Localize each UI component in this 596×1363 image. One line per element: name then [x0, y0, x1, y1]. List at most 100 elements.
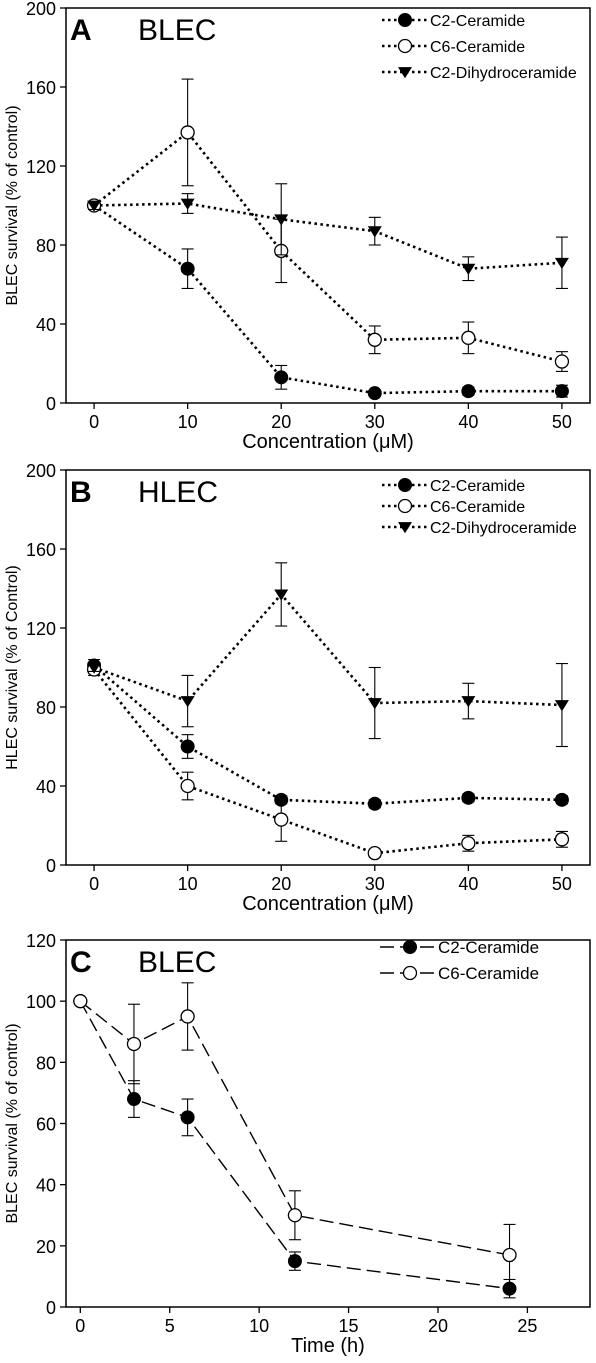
- legend-marker: [398, 13, 412, 27]
- legend-item: C6-Ceramide: [382, 498, 525, 516]
- y-tick-label: 120: [26, 619, 56, 639]
- panel-letter: A: [70, 14, 92, 47]
- chart-title: BLEC: [138, 946, 216, 979]
- series-c2-ceramide: [73, 994, 517, 1299]
- data-point: [554, 384, 569, 399]
- legend-label: C2-Ceramide: [430, 13, 525, 30]
- data-point: [367, 332, 382, 347]
- series-c2-ceramide: [87, 198, 569, 401]
- data-point: [461, 836, 476, 851]
- y-tick-label: 0: [46, 1298, 56, 1318]
- y-tick-label: 80: [36, 698, 56, 718]
- legend-marker: [397, 498, 413, 514]
- data-point: [274, 589, 289, 601]
- x-tick-label: 10: [178, 874, 198, 894]
- series-line: [94, 202, 563, 271]
- data-point: [274, 812, 289, 827]
- y-tick-label: 80: [36, 236, 56, 256]
- y-tick-label: 100: [26, 992, 56, 1012]
- y-tick-label: 40: [36, 777, 56, 797]
- data-point: [502, 1247, 517, 1263]
- legend-marker: [397, 38, 413, 54]
- series-line: [93, 668, 562, 855]
- series-c2-dihydroceramide: [87, 183, 569, 290]
- y-tick-label: 40: [36, 315, 56, 335]
- x-tick-label: 0: [75, 1316, 85, 1336]
- legend-marker: [403, 940, 417, 954]
- y-tick-label: 160: [26, 78, 56, 98]
- data-point: [180, 739, 195, 754]
- data-point: [461, 263, 476, 275]
- y-axis-label: HLEC survival (% of Control): [4, 565, 21, 770]
- data-point: [180, 1110, 195, 1125]
- x-axis-label: Concentration (μM): [242, 893, 414, 915]
- x-tick-label: 40: [458, 412, 478, 432]
- y-tick-label: 200: [26, 461, 56, 481]
- x-axis-label: Time (h): [291, 1335, 365, 1357]
- data-point: [461, 696, 476, 708]
- y-axis-label: BLEC survival (% of control): [4, 1023, 21, 1223]
- legend-item: C2-Ceramide: [380, 938, 539, 957]
- data-point: [367, 386, 382, 401]
- data-point: [73, 994, 88, 1009]
- series-c2-ceramide: [87, 658, 569, 811]
- legend-item: C6-Ceramide: [382, 38, 525, 56]
- data-point: [367, 698, 382, 710]
- series-line: [79, 1000, 510, 1290]
- series-line: [93, 204, 562, 395]
- chart-title: HLEC: [138, 476, 218, 509]
- x-tick-label: 10: [178, 412, 198, 432]
- x-tick-label: 0: [89, 412, 99, 432]
- legend-label: C2-Ceramide: [438, 938, 539, 957]
- chart-panel-b: 0 40 80 120 160 200 0 10 20 30 40 50 Concentration (…: [4, 461, 591, 915]
- x-tick-label: 20: [428, 1316, 448, 1336]
- data-point: [287, 1208, 303, 1223]
- y-tick-label: 160: [26, 540, 56, 560]
- plot-frame: [65, 469, 591, 866]
- data-point: [367, 796, 382, 811]
- legend-label: C6-Ceramide: [430, 39, 525, 56]
- x-tick-label: 30: [365, 412, 385, 432]
- x-tick-label: 25: [517, 1316, 537, 1336]
- y-tick-label: 20: [36, 1237, 56, 1257]
- data-point: [180, 261, 195, 276]
- panel-letter: C: [70, 946, 92, 979]
- series-line: [93, 664, 562, 806]
- series-line: [93, 130, 563, 363]
- legend-item: C2-Ceramide: [382, 13, 525, 30]
- data-point: [274, 370, 289, 385]
- data-point: [180, 778, 195, 794]
- data-point: [87, 662, 102, 674]
- y-tick-label: 80: [36, 1053, 56, 1073]
- x-tick-label: 30: [365, 874, 385, 894]
- x-tick-label: 20: [271, 412, 291, 432]
- data-point: [367, 226, 382, 238]
- x-tick-label: 40: [458, 874, 478, 894]
- y-axis-label: BLEC survival (% of control): [4, 105, 21, 305]
- chart-panel-c: 0 20 40 60 80 100 120 0 5 10 15 20 25 Time (h) BLEC su…: [4, 931, 591, 1357]
- data-point: [554, 354, 570, 369]
- data-point: [554, 792, 569, 807]
- plot-frame: [65, 7, 591, 404]
- y-tick-label: 200: [26, 0, 56, 19]
- chart-title: BLEC: [138, 14, 216, 47]
- data-point: [180, 125, 195, 140]
- y-tick-label: 0: [46, 856, 56, 876]
- legend-label: C6-Ceramide: [430, 499, 525, 516]
- chart-panel-a: 0 40 80 120 160 200 0 10 20 30 40 50 Concentration (…: [4, 0, 591, 453]
- series-line: [93, 592, 562, 707]
- series-c6-ceramide: [73, 982, 517, 1287]
- y-tick-label: 40: [36, 1176, 56, 1196]
- data-point: [461, 384, 476, 399]
- y-tick-label: 60: [36, 1115, 56, 1135]
- legend-marker: [398, 478, 412, 492]
- data-point: [554, 257, 569, 270]
- x-tick-label: 0: [89, 874, 99, 894]
- legend-marker: [398, 67, 412, 79]
- data-point: [367, 846, 382, 861]
- series-c2-dihydroceramide: [87, 562, 569, 748]
- data-point: [87, 200, 102, 212]
- data-point: [180, 696, 195, 708]
- legend-marker: [398, 522, 412, 534]
